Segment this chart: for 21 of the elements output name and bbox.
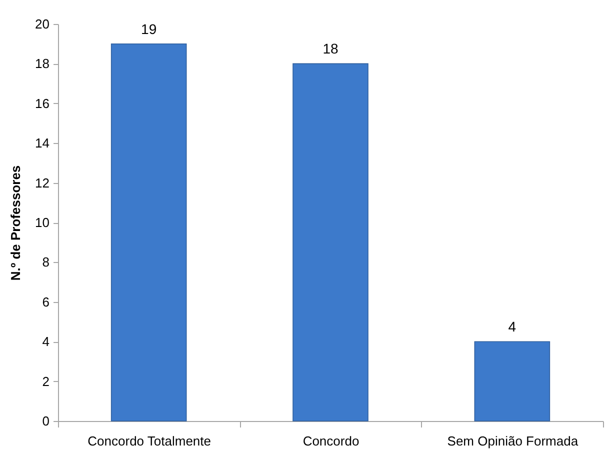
y-tick-label: 4 bbox=[42, 334, 50, 350]
y-tick-label: 10 bbox=[35, 215, 50, 230]
y-axis-title: N.º de Professores bbox=[8, 165, 24, 281]
y-tick-label: 2 bbox=[42, 374, 50, 389]
x-tick-label: Concordo Totalmente bbox=[88, 434, 212, 448]
bar bbox=[292, 63, 368, 422]
bar bbox=[110, 43, 187, 422]
y-tick-label: 18 bbox=[35, 56, 50, 72]
y-tick-label: 20 bbox=[35, 16, 50, 32]
y-tick-label: 14 bbox=[35, 136, 50, 151]
data-label: 4 bbox=[508, 318, 516, 335]
x-tick-label: Sem Opinião Formada bbox=[447, 434, 579, 448]
bar bbox=[474, 341, 550, 422]
y-tick-label: 12 bbox=[35, 175, 50, 190]
y-tick-label: 6 bbox=[42, 294, 50, 310]
y-tick-label: 8 bbox=[42, 254, 50, 270]
data-label: 19 bbox=[141, 20, 157, 37]
data-label: 18 bbox=[322, 40, 338, 57]
y-tick-label: 16 bbox=[35, 96, 50, 111]
y-tick-label: 0 bbox=[42, 414, 50, 428]
x-tick-label: Concordo bbox=[302, 434, 360, 448]
